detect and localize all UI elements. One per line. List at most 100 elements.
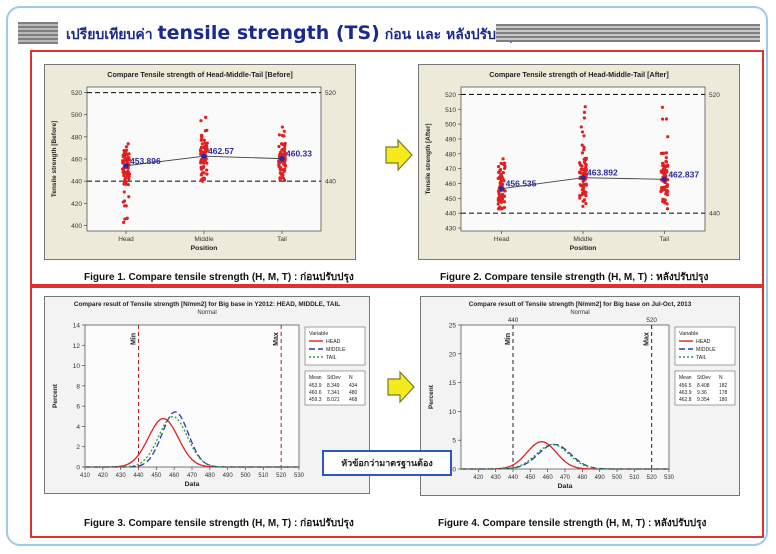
data-point — [501, 157, 505, 161]
y-tick-label: 8 — [76, 383, 80, 390]
data-point — [584, 182, 588, 186]
x-tick-label: 530 — [664, 475, 675, 481]
x-tick-label: 480 — [577, 475, 588, 481]
data-point — [277, 144, 281, 149]
data-point — [498, 206, 502, 210]
data-point — [580, 167, 584, 171]
stats-stdev: 8.408 — [697, 383, 710, 389]
data-point — [662, 151, 666, 155]
title-main: tensile strength (TS) — [157, 22, 380, 44]
stats-box — [674, 370, 736, 406]
data-point — [203, 144, 207, 149]
x-tick-label: 520 — [647, 475, 658, 481]
chart-title: Compare result of Tensile strength [N/mm… — [469, 301, 692, 308]
data-point — [200, 136, 204, 140]
data-point — [122, 168, 126, 173]
data-point — [582, 160, 587, 164]
data-point — [659, 151, 663, 155]
distribution-curve — [85, 417, 299, 468]
x-tick-label: 420 — [98, 473, 109, 479]
data-point — [205, 172, 209, 176]
y-tick-label: 4 — [76, 424, 80, 431]
data-point — [666, 190, 670, 194]
spec-limit-label: Max — [644, 332, 651, 346]
top-comparison-box — [30, 50, 764, 286]
title-bar: เปรียบเทียบค่า tensile strength (TS) ก่อ… — [18, 22, 760, 44]
x-tick-label: 490 — [223, 473, 234, 479]
y-tick-label: 460 — [71, 157, 82, 164]
data-point — [580, 151, 585, 155]
data-point — [580, 143, 584, 147]
data-point — [661, 162, 665, 166]
stats-mean: 456.5 — [679, 383, 692, 389]
top-tick-label: 440 — [508, 317, 519, 324]
x-tick-label: Middle — [573, 236, 593, 243]
data-point — [199, 160, 203, 165]
plot-area — [460, 324, 670, 470]
data-point — [664, 117, 669, 121]
chart-title: Compare Tensile strength of Head-Middle-… — [489, 70, 668, 79]
title-stripes-left — [18, 22, 58, 44]
mean-point — [201, 153, 207, 159]
chart-4: Compare result of Tensile strength [N/mm… — [421, 297, 739, 495]
chart-panel-2: Compare Tensile strength of Head-Middle-… — [418, 64, 740, 260]
mean-value-label: 460.33 — [286, 149, 312, 159]
x-tick-label: 510 — [629, 475, 640, 481]
data-point — [283, 151, 287, 155]
data-point — [500, 197, 505, 201]
data-point — [578, 196, 582, 200]
data-point — [499, 172, 503, 176]
data-point — [664, 192, 668, 196]
legend-label: MIDDLE — [326, 347, 346, 353]
y-tick-label: 10 — [73, 363, 81, 370]
distribution-curve — [461, 443, 669, 470]
mean-point — [499, 186, 505, 192]
data-point — [122, 148, 126, 153]
data-point — [582, 157, 586, 161]
x-tick-label: 450 — [525, 475, 536, 481]
stats-mean: 453.9 — [309, 383, 322, 389]
y-tick-label: 15 — [449, 380, 457, 387]
data-point — [199, 119, 203, 123]
stats-stdev: 8.021 — [327, 397, 340, 403]
mean-value-label: 462.837 — [668, 169, 699, 179]
data-point — [582, 148, 586, 152]
y-tick-label: 460 — [445, 181, 456, 188]
mean-value-label: 462.57 — [208, 146, 234, 156]
chart-2: Compare Tensile strength of Head-Middle-… — [419, 65, 739, 259]
stats-n: 182 — [719, 383, 728, 389]
x-tick-label: 450 — [151, 473, 162, 479]
data-point — [280, 125, 285, 129]
caption-figure-1: Figure 1. Compare tensile strength (H, M… — [84, 272, 354, 283]
x-tick-label: 460 — [543, 475, 554, 481]
data-point — [664, 156, 668, 160]
chart-1: Compare Tensile strength of Head-Middle-… — [45, 65, 355, 259]
y-tick-label: 440 — [71, 179, 82, 186]
y-tick-label: 520 — [445, 92, 456, 99]
mean-value-label: 453.896 — [130, 156, 161, 166]
spec-limit-label: Min — [505, 333, 512, 345]
stats-stdev: 7.341 — [327, 390, 340, 396]
stats-n: 468 — [349, 397, 358, 403]
data-point — [283, 147, 287, 151]
data-point — [279, 142, 284, 146]
data-point — [279, 166, 283, 170]
data-point — [124, 151, 128, 155]
data-point — [205, 141, 209, 145]
y-tick-label: 480 — [445, 151, 456, 158]
data-point — [205, 128, 209, 132]
y-axis-label: Tensile strength [Before] — [51, 121, 58, 197]
data-point — [580, 130, 585, 134]
y-tick-label: 420 — [71, 201, 82, 208]
data-point — [277, 133, 281, 137]
data-point — [199, 178, 203, 182]
x-tick-label: Head — [494, 236, 510, 243]
title-stripes-right — [496, 24, 760, 42]
legend-title: Variable — [309, 331, 328, 337]
data-point — [123, 217, 127, 221]
data-point — [202, 177, 206, 181]
data-point — [663, 201, 667, 205]
data-point — [202, 161, 206, 165]
distribution-curve — [461, 441, 669, 470]
x-tick-label: 470 — [187, 473, 198, 479]
